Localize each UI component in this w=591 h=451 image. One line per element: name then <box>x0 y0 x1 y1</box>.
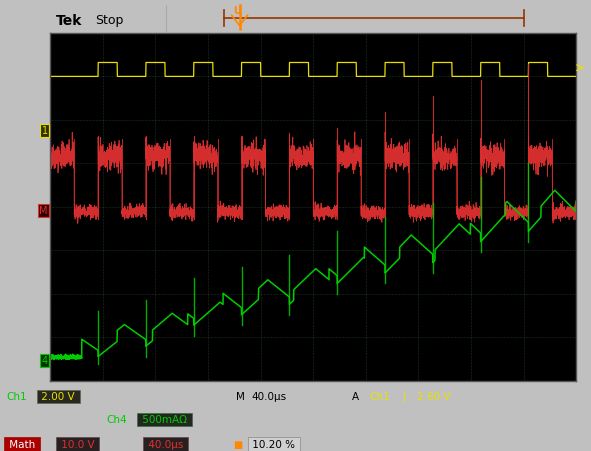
Text: ■: ■ <box>233 439 243 449</box>
Text: 10.20 %: 10.20 % <box>249 439 298 449</box>
Text: M: M <box>39 206 48 216</box>
Text: 500mAΩ: 500mAΩ <box>139 414 190 424</box>
Text: ʃ: ʃ <box>402 391 405 401</box>
Text: M: M <box>236 391 245 401</box>
Text: Stop: Stop <box>95 14 124 27</box>
Text: Ch1: Ch1 <box>6 391 27 401</box>
Text: 10.0 V: 10.0 V <box>58 439 98 449</box>
Text: 40.0μs: 40.0μs <box>251 391 286 401</box>
Text: Ch4: Ch4 <box>106 414 127 424</box>
Text: Tek: Tek <box>56 14 82 28</box>
Text: A: A <box>352 391 359 401</box>
Text: U: U <box>233 6 241 16</box>
Text: Ch1: Ch1 <box>369 391 390 401</box>
Text: 40.0μs: 40.0μs <box>145 439 186 449</box>
Text: 4: 4 <box>41 355 48 365</box>
Text: 1: 1 <box>41 126 48 136</box>
Text: Math: Math <box>6 439 38 449</box>
Text: 2.60 V: 2.60 V <box>417 391 450 401</box>
Text: 2.00 V: 2.00 V <box>38 391 78 401</box>
